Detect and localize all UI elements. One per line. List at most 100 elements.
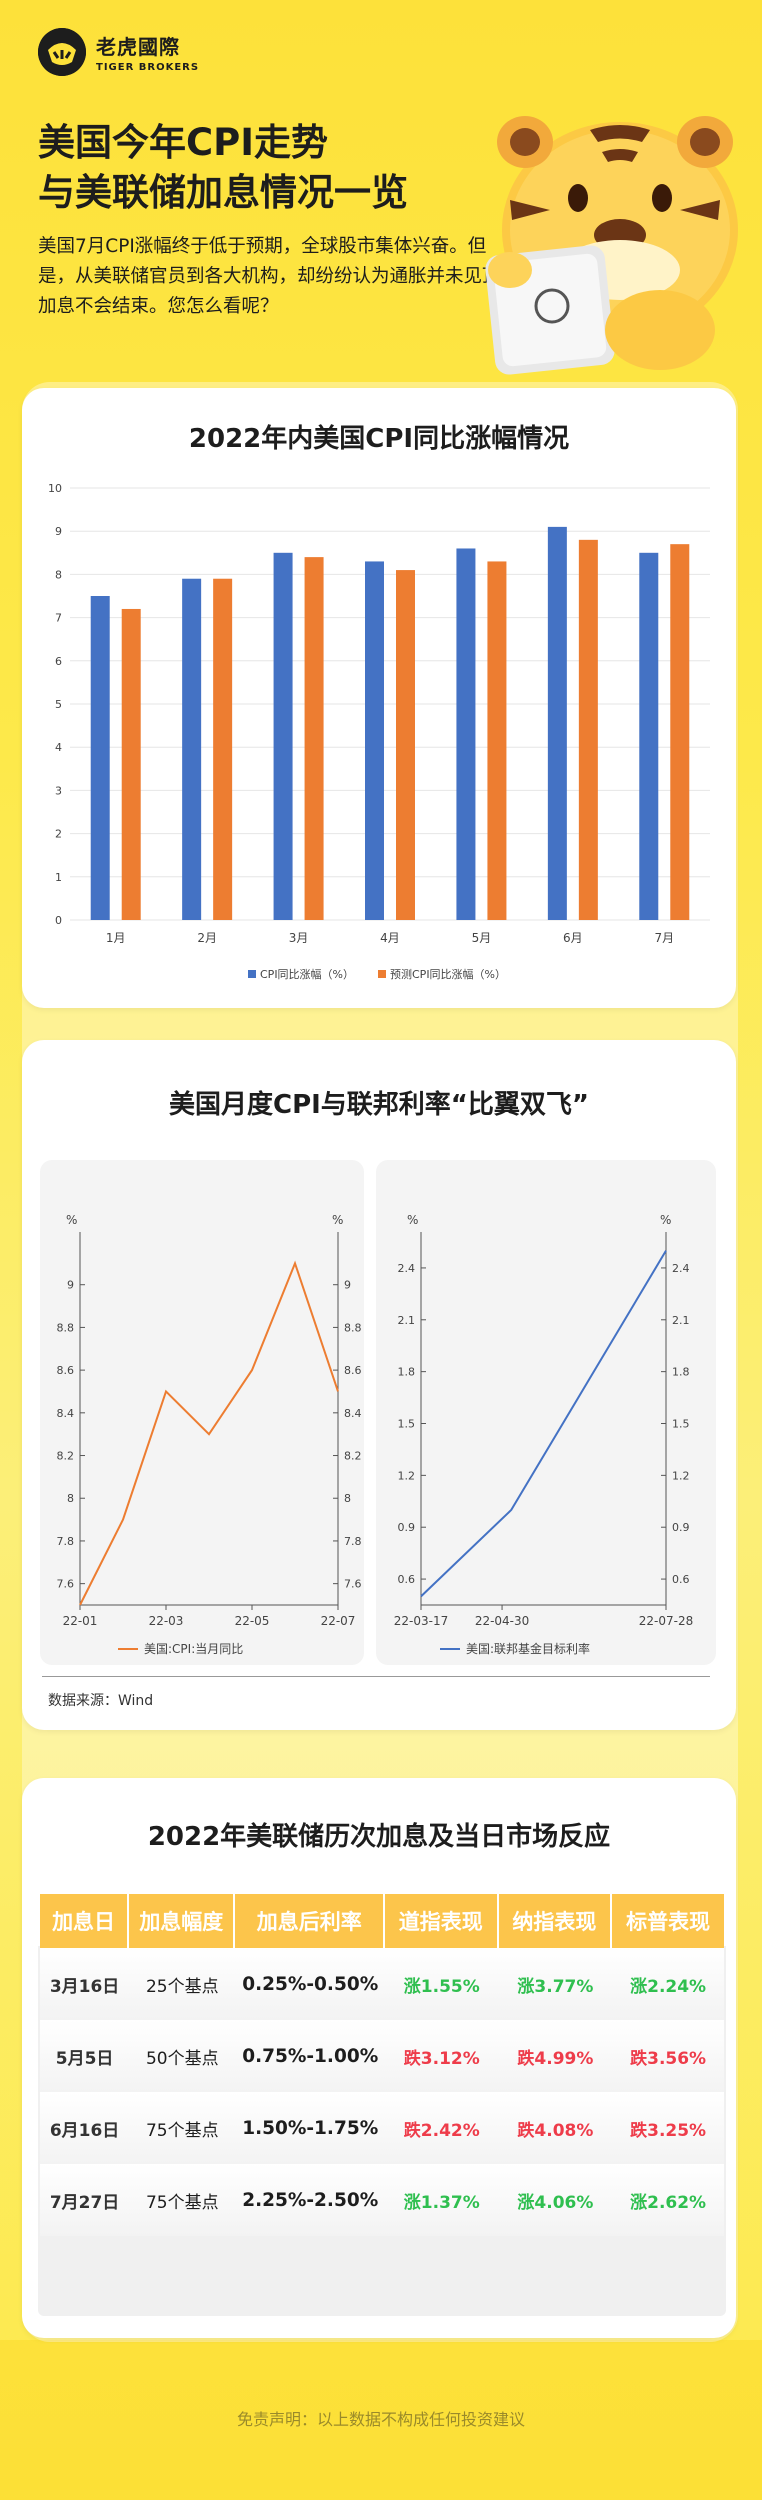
right-tick-label: 1.2 [672,1469,690,1482]
legend-swatch [248,970,256,978]
right-tick-label: 7.8 [344,1535,362,1548]
row-nasdaq: 跌4.08% [517,2120,594,2141]
y-tick-label: 3 [55,784,62,797]
left-tick-label: 8.8 [57,1321,75,1334]
left-tick-label: 7.6 [57,1578,75,1591]
fed-rate-line-chart-box [376,1160,716,1665]
x-tick-label: 2月 [197,931,217,945]
x-tick-label: 22-01 [63,1614,98,1628]
table-row: 7月27日 75个基点 2.25%-2.50% 涨1.37% 涨4.06% 涨2… [40,2164,724,2236]
legend-label: 美国:联邦基金目标利率 [466,1641,590,1656]
forecast-cpi-bar [121,608,141,920]
right-tick-label: 8.2 [344,1450,362,1463]
title-line-1: 美国今年CPI走势 [38,121,329,164]
right-tick-label: 8 [344,1492,351,1505]
row-size: 50个基点 [129,2020,236,2092]
right-tick-label: 2.4 [672,1262,690,1275]
header-sp: 标普表现 [612,1894,724,1948]
series-line [420,1250,667,1598]
cpi-bar [365,561,384,920]
right-unit-label: % [332,1213,343,1227]
y-tick-label: 5 [55,698,62,711]
left-tick-label: 8.6 [57,1364,75,1377]
data-source: 数据来源：Wind [48,1693,154,1709]
page-title: 美国今年CPI走势 与美联储加息情况一览 [38,118,408,218]
right-tick-label: 0.6 [672,1573,690,1586]
x-tick-label: 22-07 [321,1614,356,1628]
x-tick-label: 22-04-30 [475,1614,529,1628]
row-size: 25个基点 [129,1948,236,2020]
header-dow: 道指表现 [384,1894,499,1948]
cpi-bar [456,548,476,920]
row-dow: 涨1.55% [403,1976,480,1997]
row-rate: 0.75%-1.00% [235,2020,385,2092]
legend-label: CPI同比涨幅（%） [260,968,354,981]
brand-logo: 老虎國際 TIGER BROKERS [38,28,199,76]
chart1-title: 2022年内美国CPI同比涨幅情况 [188,424,570,454]
right-tick-label: 1.8 [672,1366,690,1379]
title-line-2: 与美联储加息情况一览 [38,171,408,214]
right-unit-label: % [660,1213,671,1227]
row-nasdaq: 涨3.77% [517,1976,594,1997]
left-unit-label: % [66,1213,77,1227]
left-tick-label: 0.9 [398,1521,416,1534]
y-tick-label: 10 [48,482,62,495]
row-dow: 涨1.37% [403,2192,480,2213]
x-tick-label: 7月 [654,931,674,945]
x-tick-label: 22-03 [149,1614,184,1628]
row-sp: 跌3.25% [630,2120,707,2141]
forecast-cpi-bar [670,544,690,920]
right-tick-label: 9 [344,1279,351,1292]
y-tick-label: 2 [55,828,62,841]
table-row: 6月16日 75个基点 1.50%-1.75% 跌2.42% 跌4.08% 跌3… [40,2092,724,2164]
x-tick-label: 6月 [563,931,583,945]
left-tick-label: 7.8 [57,1535,75,1548]
header-size: 加息幅度 [129,1894,236,1948]
row-size: 75个基点 [129,2164,236,2236]
y-tick-label: 4 [55,741,62,754]
left-tick-label: 1.5 [398,1418,416,1431]
left-tick-label: 1.8 [398,1366,416,1379]
brand-name-en: TIGER BROKERS [96,62,200,73]
header-nasdaq: 纳指表现 [498,1894,613,1948]
forecast-cpi-bar [396,570,415,920]
disclaimer: 免责声明：以上数据不构成任何投资建议 [236,2410,525,2429]
right-tick-label: 2.1 [672,1314,690,1327]
legend-label: 美国:CPI:当月同比 [144,1642,243,1656]
row-sp: 涨2.62% [630,2192,707,2213]
right-tick-label: 8.4 [344,1407,362,1420]
footer-background [0,2340,762,2500]
cpi-bar [547,526,567,920]
y-tick-label: 7 [55,612,62,625]
cpi-bar [273,552,293,920]
y-tick-label: 1 [55,871,62,884]
x-tick-label: 22-03-17 [394,1614,448,1628]
cpi-bar [182,578,202,920]
row-rate: 2.25%-2.50% [235,2164,385,2236]
x-tick-label: 22-05 [235,1614,270,1628]
right-tick-label: 7.6 [344,1578,362,1591]
source-divider [42,1676,710,1677]
row-date: 3月16日 [40,1948,130,2020]
cpi-line-chart-box [40,1160,364,1665]
brand-name-cn: 老虎國際 [96,35,180,59]
legend-swatch [378,970,386,978]
right-tick-label: 0.9 [672,1521,690,1534]
right-tick-label: 8.6 [344,1364,362,1377]
left-unit-label: % [407,1213,418,1227]
right-tick-label: 8.8 [344,1321,362,1334]
row-rate: 1.50%-1.75% [235,2092,385,2164]
header-rate: 加息后利率 [235,1894,385,1948]
left-tick-label: 1.2 [398,1469,416,1482]
x-tick-label: 1月 [106,931,126,945]
left-tick-label: 2.4 [398,1262,416,1275]
x-tick-label: 3月 [289,931,309,945]
legend-label: 预测CPI同比涨幅（%） [390,968,506,981]
row-dow: 跌2.42% [403,2120,480,2141]
row-dow: 跌3.12% [403,2048,480,2069]
row-rate: 0.25%-0.50% [235,1948,385,2020]
row-date: 7月27日 [40,2164,130,2236]
row-size: 75个基点 [129,2092,236,2164]
row-date: 6月16日 [40,2092,130,2164]
table-header-row: 加息日 加息幅度 加息后利率 道指表现 纳指表现 标普表现 [40,1894,724,1948]
